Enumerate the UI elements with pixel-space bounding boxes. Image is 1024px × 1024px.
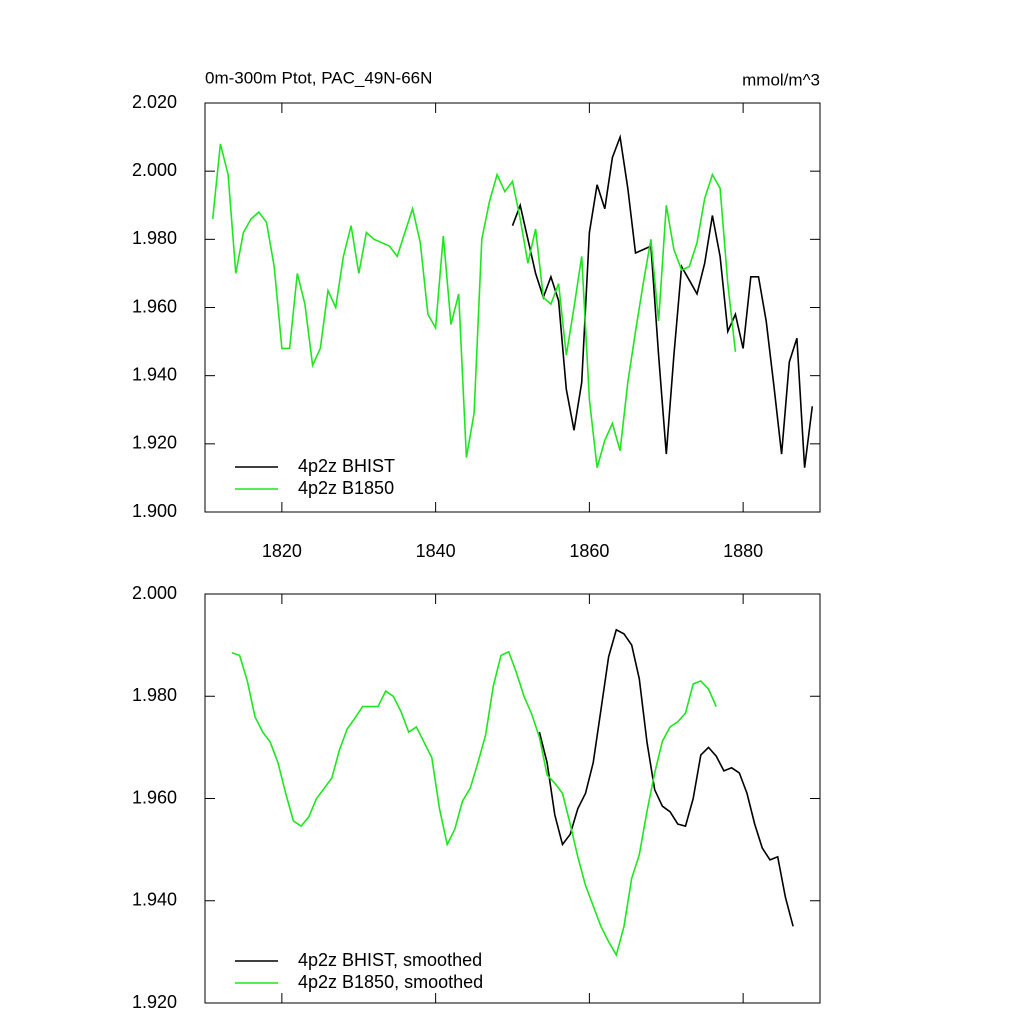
legend-label: 4p2z B1850 — [298, 478, 394, 498]
data-line — [231, 650, 717, 957]
y-tick-label: 2.000 — [132, 160, 177, 180]
y-tick-label: 1.940 — [132, 364, 177, 384]
plot-frame — [204, 102, 821, 513]
chart-title: 0m-300m Ptot, PAC_49N-66N — [205, 68, 432, 87]
y-tick-label: 1.980 — [132, 228, 177, 248]
plot-frame — [204, 593, 821, 1004]
y-tick-label: 1.960 — [132, 296, 177, 316]
x-tick-label: 1880 — [723, 541, 763, 561]
y-tick-label: 1.980 — [132, 685, 177, 705]
x-tick-label: 1840 — [416, 541, 456, 561]
legend-label: 4p2z BHIST, smoothed — [298, 950, 482, 970]
y-tick-label: 2.020 — [132, 92, 177, 112]
x-tick-label: 1820 — [262, 541, 302, 561]
y-tick-label: 1.960 — [132, 787, 177, 807]
legend-label: 4p2z BHIST — [298, 456, 395, 476]
x-tick-label: 1860 — [569, 541, 609, 561]
legend-label: 4p2z B1850, smoothed — [298, 972, 483, 992]
data-line — [538, 628, 794, 927]
y-tick-label: 1.900 — [132, 501, 177, 521]
data-line — [511, 133, 814, 468]
y-tick-label: 1.920 — [132, 992, 177, 1012]
data-line — [211, 143, 737, 468]
y-tick-label: 1.940 — [132, 890, 177, 910]
units-label: mmol/m^3 — [742, 70, 820, 89]
y-tick-label: 2.000 — [132, 583, 177, 603]
y-tick-label: 1.920 — [132, 433, 177, 453]
